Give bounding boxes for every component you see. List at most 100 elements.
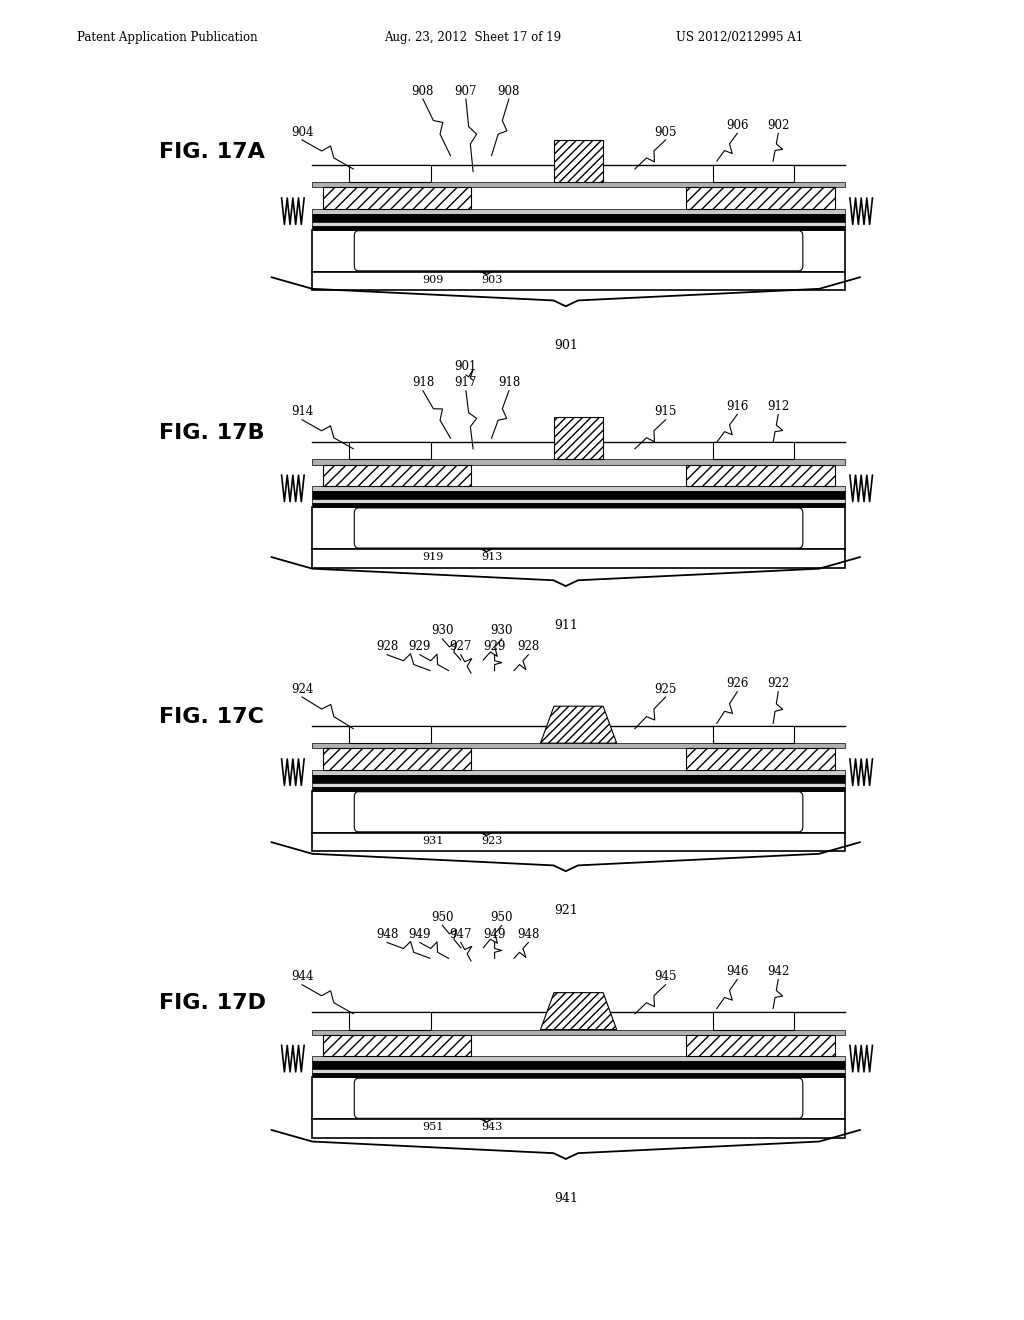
Text: 926: 926 — [726, 677, 749, 690]
Bar — [686, 187, 835, 209]
Text: 948: 948 — [517, 928, 540, 941]
Text: 943: 943 — [481, 1122, 503, 1133]
FancyBboxPatch shape — [354, 231, 803, 271]
Bar — [312, 743, 845, 748]
Bar — [713, 1012, 795, 1030]
Text: 925: 925 — [654, 682, 677, 696]
Text: 918: 918 — [498, 376, 520, 389]
Text: 931: 931 — [422, 836, 443, 846]
Text: 917: 917 — [455, 376, 477, 389]
Text: 901: 901 — [554, 339, 578, 352]
Text: 928: 928 — [376, 640, 398, 653]
Text: 929: 929 — [409, 640, 431, 653]
Text: 903: 903 — [481, 275, 503, 285]
Text: 923: 923 — [481, 836, 503, 846]
Text: 928: 928 — [517, 640, 540, 653]
Bar — [349, 442, 431, 459]
Bar — [312, 1061, 845, 1069]
Text: 901: 901 — [455, 360, 477, 374]
Text: 946: 946 — [726, 965, 749, 978]
Text: 907: 907 — [455, 84, 477, 98]
Bar — [312, 783, 845, 787]
Bar — [312, 272, 845, 290]
Text: 904: 904 — [291, 125, 313, 139]
Text: 944: 944 — [291, 970, 313, 983]
Bar — [323, 748, 471, 770]
Bar — [713, 442, 795, 459]
Bar — [312, 226, 845, 230]
Bar — [312, 182, 845, 187]
Text: 912: 912 — [767, 400, 790, 413]
Text: 909: 909 — [422, 275, 443, 285]
Bar — [312, 222, 845, 226]
Bar — [349, 726, 431, 743]
Text: 942: 942 — [767, 965, 790, 978]
Text: 918: 918 — [412, 376, 434, 389]
Text: 945: 945 — [654, 970, 677, 983]
Text: Aug. 23, 2012  Sheet 17 of 19: Aug. 23, 2012 Sheet 17 of 19 — [384, 32, 561, 44]
Text: 927: 927 — [450, 640, 472, 653]
Text: 905: 905 — [654, 125, 677, 139]
Bar — [349, 1012, 431, 1030]
Bar — [312, 1056, 845, 1061]
Bar — [312, 1073, 845, 1077]
Text: 930: 930 — [431, 624, 454, 638]
Bar — [312, 1030, 845, 1035]
Bar — [312, 787, 845, 791]
Text: 941: 941 — [554, 1192, 578, 1205]
Bar — [312, 1119, 845, 1138]
Bar — [312, 209, 845, 214]
Bar — [312, 491, 845, 499]
Text: 913: 913 — [481, 552, 503, 562]
Text: 915: 915 — [654, 405, 677, 418]
Bar — [312, 214, 845, 222]
Bar — [713, 726, 795, 743]
Bar — [686, 748, 835, 770]
Text: 947: 947 — [450, 928, 472, 941]
Text: 914: 914 — [291, 405, 313, 418]
Bar — [312, 775, 845, 783]
Text: 921: 921 — [554, 904, 578, 917]
Bar — [312, 549, 845, 568]
Text: 950: 950 — [490, 911, 513, 924]
Bar — [312, 770, 845, 775]
Bar — [312, 230, 845, 272]
Bar — [323, 187, 471, 209]
Polygon shape — [541, 706, 616, 743]
Text: 911: 911 — [554, 619, 578, 632]
Text: 924: 924 — [291, 682, 313, 696]
Bar — [312, 486, 845, 491]
Text: FIG. 17D: FIG. 17D — [159, 993, 265, 1014]
FancyBboxPatch shape — [354, 1078, 803, 1118]
Bar — [312, 459, 845, 465]
Text: 916: 916 — [726, 400, 749, 413]
Text: 950: 950 — [431, 911, 454, 924]
Bar — [312, 499, 845, 503]
Bar — [312, 507, 845, 549]
Bar — [312, 1069, 845, 1073]
Text: 922: 922 — [767, 677, 790, 690]
Text: 902: 902 — [767, 119, 790, 132]
Text: 930: 930 — [490, 624, 513, 638]
Text: 919: 919 — [422, 552, 443, 562]
Text: 906: 906 — [726, 119, 749, 132]
Bar — [312, 503, 845, 507]
Bar — [323, 465, 471, 486]
Bar — [554, 140, 603, 182]
Polygon shape — [541, 993, 616, 1030]
Bar — [312, 791, 845, 833]
Bar — [312, 833, 845, 851]
Text: 949: 949 — [483, 928, 506, 941]
Text: 951: 951 — [422, 1122, 443, 1133]
Text: US 2012/0212995 A1: US 2012/0212995 A1 — [676, 32, 803, 44]
Text: Patent Application Publication: Patent Application Publication — [77, 32, 257, 44]
Text: 949: 949 — [409, 928, 431, 941]
Text: FIG. 17B: FIG. 17B — [159, 422, 264, 444]
FancyBboxPatch shape — [354, 508, 803, 548]
Text: 948: 948 — [376, 928, 398, 941]
Bar — [349, 165, 431, 182]
Bar — [713, 165, 795, 182]
Text: 929: 929 — [483, 640, 506, 653]
FancyBboxPatch shape — [354, 792, 803, 832]
Text: FIG. 17C: FIG. 17C — [159, 706, 264, 727]
